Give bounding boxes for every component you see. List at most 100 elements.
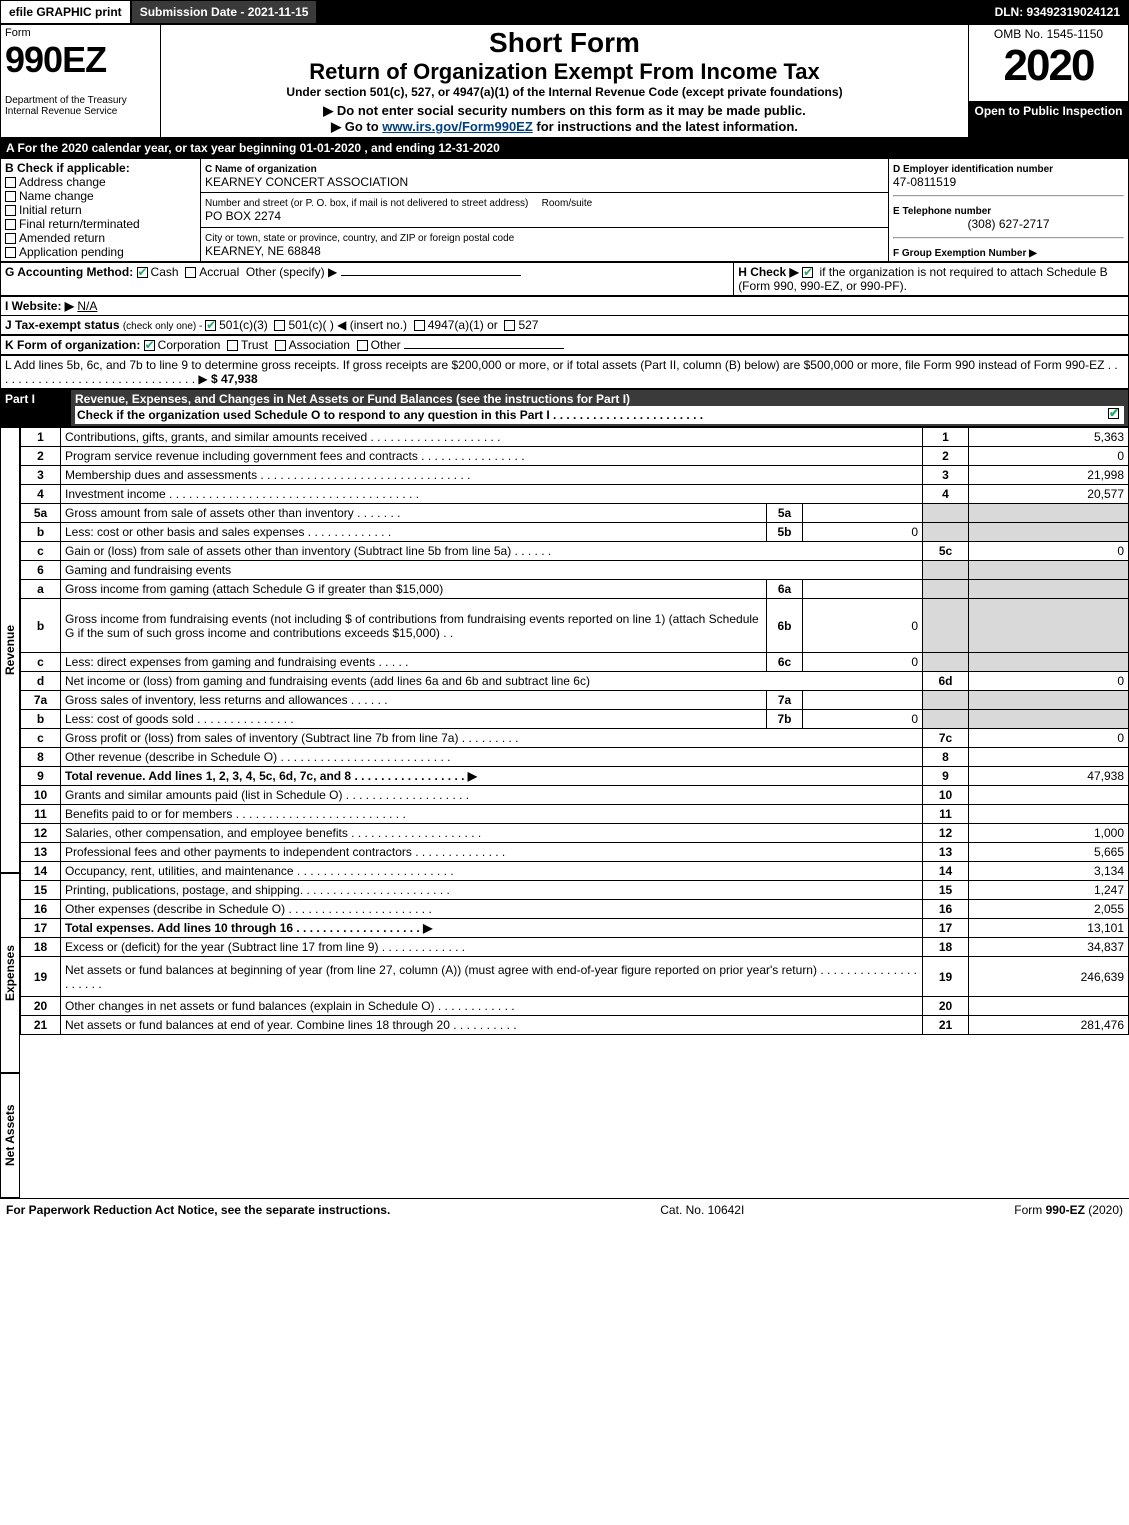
b-item-3: Final return/terminated bbox=[19, 217, 140, 231]
t2: Program service revenue including govern… bbox=[61, 447, 923, 466]
chk-4947[interactable] bbox=[414, 320, 425, 331]
chk-initial-return[interactable] bbox=[5, 205, 16, 216]
section-c: C Name of organization KEARNEY CONCERT A… bbox=[201, 159, 889, 193]
line-6: 6Gaming and fundraising events bbox=[21, 561, 1129, 580]
n18: 18 bbox=[21, 938, 61, 957]
chk-corporation[interactable] bbox=[144, 340, 155, 351]
g-accrual: Accrual bbox=[199, 265, 239, 279]
entity-info-table: B Check if applicable: Address change Na… bbox=[0, 158, 1129, 262]
j-501c3: 501(c)(3) bbox=[219, 318, 268, 332]
line-6c: cLess: direct expenses from gaming and f… bbox=[21, 653, 1129, 672]
rn18: 18 bbox=[923, 938, 969, 957]
line-12: 12Salaries, other compensation, and empl… bbox=[21, 824, 1129, 843]
t8: Other revenue (describe in Schedule O) .… bbox=[61, 748, 923, 767]
chk-accrual[interactable] bbox=[185, 267, 196, 278]
rn19: 19 bbox=[923, 957, 969, 997]
rn1: 1 bbox=[923, 428, 969, 447]
mv7b: 0 bbox=[803, 710, 923, 729]
chk-other-org[interactable] bbox=[357, 340, 368, 351]
chk-h[interactable] bbox=[802, 267, 813, 278]
amt5a bbox=[969, 504, 1129, 523]
line-6a: aGross income from gaming (attach Schedu… bbox=[21, 580, 1129, 599]
k-table: K Form of organization: Corporation Trus… bbox=[0, 335, 1129, 355]
rn14: 14 bbox=[923, 862, 969, 881]
city-value: KEARNEY, NE 68848 bbox=[205, 244, 321, 258]
t9: Total revenue. Add lines 1, 2, 3, 4, 5c,… bbox=[61, 767, 923, 786]
amt7a bbox=[969, 691, 1129, 710]
chk-amended-return[interactable] bbox=[5, 233, 16, 244]
addr-value: PO BOX 2274 bbox=[205, 209, 281, 223]
chk-application-pending[interactable] bbox=[5, 247, 16, 258]
n8: 8 bbox=[21, 748, 61, 767]
l-value: $ 47,938 bbox=[211, 372, 258, 386]
part-i-title-cell: Revenue, Expenses, and Changes in Net As… bbox=[71, 390, 1129, 427]
mv6a bbox=[803, 580, 923, 599]
line-16: 16Other expenses (describe in Schedule O… bbox=[21, 900, 1129, 919]
section-i: I Website: ▶ N/A bbox=[1, 297, 1129, 316]
k-corp: Corporation bbox=[158, 338, 221, 352]
rn9: 9 bbox=[923, 767, 969, 786]
g-other: Other (specify) ▶ bbox=[246, 265, 337, 279]
e-title: E Telephone number bbox=[893, 206, 991, 217]
chk-address-change[interactable] bbox=[5, 177, 16, 188]
rn17: 17 bbox=[923, 919, 969, 938]
k-label: K Form of organization: bbox=[5, 338, 140, 352]
n14: 14 bbox=[21, 862, 61, 881]
mn6c: 6c bbox=[767, 653, 803, 672]
n3: 3 bbox=[21, 466, 61, 485]
amt14: 3,134 bbox=[969, 862, 1129, 881]
k-other-input[interactable] bbox=[404, 348, 564, 349]
section-def: D Employer identification number 47-0811… bbox=[889, 159, 1129, 262]
section-j: J Tax-exempt status (check only one) - 5… bbox=[1, 316, 1129, 335]
amt19: 246,639 bbox=[969, 957, 1129, 997]
tax-year: 2020 bbox=[973, 41, 1124, 91]
phone-value: (308) 627-2717 bbox=[893, 217, 1124, 231]
footer-mid: Cat. No. 10642I bbox=[660, 1203, 744, 1217]
line-6b: bGross income from fundraising events (n… bbox=[21, 599, 1129, 653]
line-4: 4Investment income . . . . . . . . . . .… bbox=[21, 485, 1129, 504]
chk-cash[interactable] bbox=[137, 267, 148, 278]
chk-501c[interactable] bbox=[274, 320, 285, 331]
rn6a bbox=[923, 580, 969, 599]
h-label: H Check ▶ bbox=[738, 265, 799, 279]
t7c: Gross profit or (loss) from sales of inv… bbox=[61, 729, 923, 748]
t6c: Less: direct expenses from gaming and fu… bbox=[61, 653, 767, 672]
j-sub: (check only one) - bbox=[123, 321, 205, 332]
amt6 bbox=[969, 561, 1129, 580]
chk-final-return[interactable] bbox=[5, 219, 16, 230]
section-h: H Check ▶ if the organization is not req… bbox=[734, 263, 1129, 296]
chk-trust[interactable] bbox=[227, 340, 238, 351]
rn2: 2 bbox=[923, 447, 969, 466]
n15: 15 bbox=[21, 881, 61, 900]
title-cell: Short Form Return of Organization Exempt… bbox=[161, 25, 969, 102]
rn21: 21 bbox=[923, 1016, 969, 1035]
room-label: Room/suite bbox=[542, 198, 593, 209]
line-15: 15Printing, publications, postage, and s… bbox=[21, 881, 1129, 900]
amt6d: 0 bbox=[969, 672, 1129, 691]
mv6c: 0 bbox=[803, 653, 923, 672]
mn5b: 5b bbox=[767, 523, 803, 542]
j-527: 527 bbox=[518, 318, 538, 332]
j-label: J Tax-exempt status bbox=[5, 318, 120, 332]
t16: Other expenses (describe in Schedule O) … bbox=[61, 900, 923, 919]
g-other-input[interactable] bbox=[341, 275, 521, 276]
amt13: 5,665 bbox=[969, 843, 1129, 862]
amt5c: 0 bbox=[969, 542, 1129, 561]
chk-527[interactable] bbox=[504, 320, 515, 331]
chk-schedule-o[interactable] bbox=[1108, 408, 1119, 419]
amt6a bbox=[969, 580, 1129, 599]
rn6c bbox=[923, 653, 969, 672]
chk-association[interactable] bbox=[275, 340, 286, 351]
mv5b: 0 bbox=[803, 523, 923, 542]
t11: Benefits paid to or for members . . . . … bbox=[61, 805, 923, 824]
chk-name-change[interactable] bbox=[5, 191, 16, 202]
mn7a: 7a bbox=[767, 691, 803, 710]
amt1: 5,363 bbox=[969, 428, 1129, 447]
ein-value: 47-0811519 bbox=[893, 175, 956, 189]
rn4: 4 bbox=[923, 485, 969, 504]
line-2: 2Program service revenue including gover… bbox=[21, 447, 1129, 466]
efile-label[interactable]: efile GRAPHIC print bbox=[1, 1, 132, 23]
irs-link[interactable]: www.irs.gov/Form990EZ bbox=[382, 119, 533, 134]
chk-501c3[interactable] bbox=[205, 320, 216, 331]
section-l: L Add lines 5b, 6c, and 7b to line 9 to … bbox=[1, 356, 1129, 389]
